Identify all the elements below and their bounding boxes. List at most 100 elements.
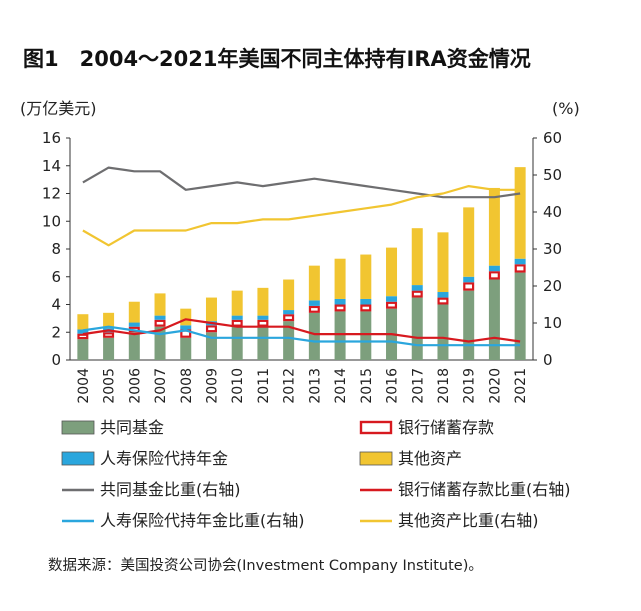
bar-life-annuity bbox=[180, 325, 192, 330]
bar-bank-deposit bbox=[488, 271, 500, 280]
chart-title: 图1 2004～2021年美国不同主体持有IRA资金情况 bbox=[23, 47, 531, 71]
bar-bank-deposit bbox=[205, 325, 217, 333]
x-tick-label: 2009 bbox=[204, 368, 220, 404]
right-tick-label: 20 bbox=[543, 277, 562, 295]
left-tick-label: 12 bbox=[42, 185, 61, 203]
bar-mutual-fund bbox=[437, 304, 449, 360]
bar-mutual-fund bbox=[514, 272, 526, 360]
bar-life-annuity bbox=[257, 315, 269, 320]
x-tick-label: 2010 bbox=[230, 368, 246, 404]
legend-marker bbox=[359, 420, 393, 435]
legend-label: 共同基金 bbox=[100, 418, 164, 437]
legend-marker bbox=[61, 420, 95, 435]
bar-life-annuity bbox=[231, 315, 243, 320]
bar-mutual-fund bbox=[411, 297, 423, 360]
bar-other-assets bbox=[488, 187, 500, 266]
x-tick-label: 2008 bbox=[179, 368, 195, 404]
legend-label: 其他资产比重(右轴) bbox=[398, 511, 539, 530]
left-tick-label: 14 bbox=[42, 157, 61, 175]
legend-label: 银行储蓄存款比重(右轴) bbox=[398, 480, 571, 499]
x-tick-label: 2005 bbox=[102, 368, 118, 404]
bar-other-assets bbox=[205, 297, 217, 322]
bar-other-assets bbox=[334, 258, 346, 299]
bar-life-annuity bbox=[488, 265, 500, 272]
bar-mutual-fund bbox=[463, 290, 475, 360]
bar-bank-deposit bbox=[257, 319, 269, 327]
x-tick-label: 2014 bbox=[333, 368, 349, 404]
bar-life-annuity bbox=[154, 315, 166, 320]
line-bank-deposit-share bbox=[82, 318, 521, 343]
x-tick-label: 2018 bbox=[436, 368, 452, 404]
bar-mutual-fund bbox=[488, 279, 500, 360]
bar-life-annuity bbox=[463, 276, 475, 283]
bar-mutual-fund bbox=[283, 321, 295, 360]
x-tick-label: 2015 bbox=[359, 368, 375, 404]
legend-marker bbox=[359, 451, 393, 466]
bar-mutual-fund bbox=[231, 326, 243, 360]
bar-other-assets bbox=[77, 314, 89, 330]
bar-life-annuity bbox=[360, 298, 372, 305]
bar-life-annuity bbox=[514, 258, 526, 265]
bar-other-assets bbox=[154, 293, 166, 316]
bar-other-assets bbox=[257, 287, 269, 316]
left-tick-label: 8 bbox=[51, 240, 61, 258]
bar-other-assets bbox=[231, 290, 243, 316]
bar-bank-deposit bbox=[231, 319, 243, 327]
x-tick-label: 2017 bbox=[410, 368, 426, 404]
bar-bank-deposit bbox=[463, 282, 475, 291]
bar-other-assets bbox=[308, 265, 320, 301]
legend-label: 人寿保险代持年金比重(右轴) bbox=[100, 511, 305, 530]
bar-mutual-fund bbox=[128, 332, 140, 360]
right-tick-label: 10 bbox=[543, 314, 562, 332]
x-tick-label: 2013 bbox=[307, 368, 323, 404]
bar-life-annuity bbox=[386, 296, 398, 302]
bar-bank-deposit bbox=[334, 304, 346, 312]
bar-mutual-fund bbox=[205, 332, 217, 360]
x-tick-label: 2007 bbox=[153, 368, 169, 404]
bar-other-assets bbox=[103, 312, 115, 329]
right-tick-label: 50 bbox=[543, 166, 562, 184]
bar-life-annuity bbox=[283, 310, 295, 315]
bar-bank-deposit bbox=[154, 319, 166, 327]
bar-life-annuity bbox=[411, 285, 423, 291]
x-tick-label: 2021 bbox=[513, 368, 529, 404]
x-tick-label: 2004 bbox=[76, 368, 92, 404]
legend-label: 银行储蓄存款 bbox=[398, 418, 494, 437]
bar-mutual-fund bbox=[103, 337, 115, 360]
bar-life-annuity bbox=[128, 322, 140, 327]
x-tick-label: 2019 bbox=[462, 368, 478, 404]
line-life-annuity-share bbox=[82, 325, 521, 347]
legend-label: 共同基金比重(右轴) bbox=[100, 480, 241, 499]
bar-mutual-fund bbox=[257, 326, 269, 360]
bar-bank-deposit bbox=[411, 290, 423, 298]
bar-mutual-fund bbox=[308, 312, 320, 360]
bar-other-assets bbox=[180, 308, 192, 326]
bar-life-annuity bbox=[334, 298, 346, 305]
bar-life-annuity bbox=[437, 292, 449, 298]
bar-other-assets bbox=[128, 301, 140, 323]
right-axis-unit: (%) bbox=[552, 99, 580, 118]
bar-bank-deposit bbox=[386, 301, 398, 309]
bar-other-assets bbox=[386, 247, 398, 297]
bar-other-assets bbox=[463, 207, 475, 277]
right-tick-label: 60 bbox=[543, 129, 562, 147]
plot-area: 0 2 4 6 8 10 12 14 16 0 10 20 30 40 50 60 2004 2005 2006 20… bbox=[42, 129, 562, 404]
legend-label: 人寿保险代持年金 bbox=[100, 449, 228, 468]
bar-bank-deposit bbox=[103, 332, 115, 338]
bar-mutual-fund bbox=[180, 337, 192, 360]
right-tick-label: 30 bbox=[543, 240, 562, 258]
bar-mutual-fund bbox=[334, 311, 346, 360]
x-tick-label: 2012 bbox=[282, 368, 298, 404]
left-tick-label: 0 bbox=[51, 351, 61, 369]
left-tick-label: 10 bbox=[42, 212, 61, 230]
bar-bank-deposit bbox=[283, 314, 295, 322]
bar-mutual-fund bbox=[154, 326, 166, 360]
bar-other-assets bbox=[411, 228, 423, 286]
bar-other-assets bbox=[360, 254, 372, 299]
left-tick-label: 4 bbox=[51, 296, 61, 314]
bar-life-annuity bbox=[308, 300, 320, 306]
left-axis-unit: (万亿美元) bbox=[20, 99, 97, 118]
bar-life-annuity bbox=[77, 329, 89, 334]
